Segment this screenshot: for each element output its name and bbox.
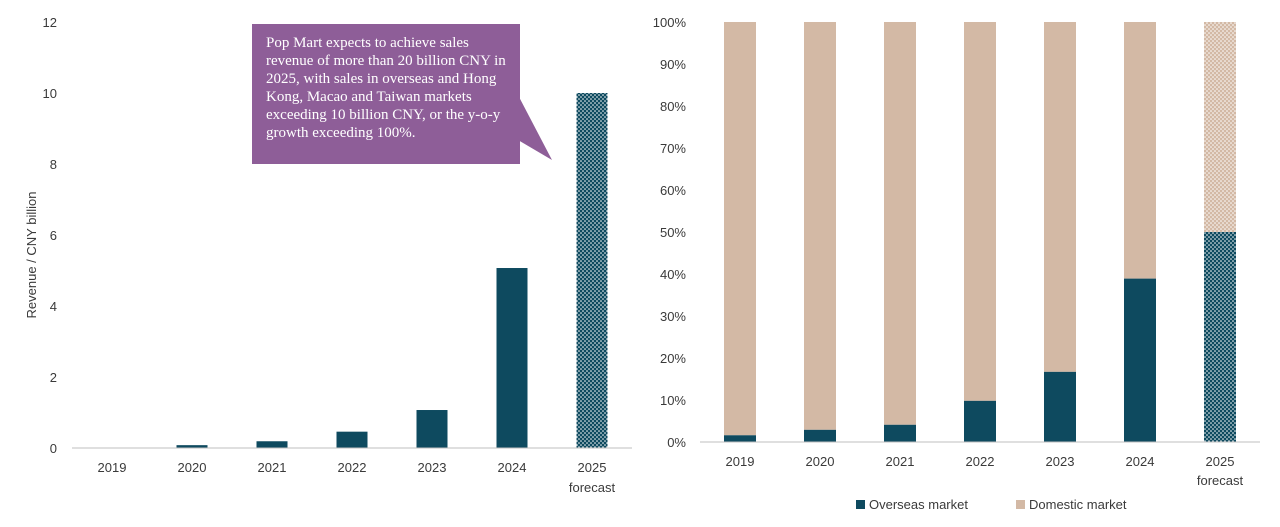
- x-tick-sublabel: forecast: [1197, 473, 1244, 488]
- revenue-bar: [336, 431, 368, 448]
- overseas-bar-segment: [1124, 278, 1156, 442]
- overseas-bar-segment: [804, 429, 836, 442]
- x-tick-label: 2024: [498, 460, 527, 475]
- revenue-bar: [496, 268, 528, 448]
- y-tick-label: 10: [43, 86, 57, 101]
- domestic-bar-segment: [724, 22, 756, 436]
- y-tick-label: 0%: [667, 435, 686, 450]
- y-tick-label: 70%: [660, 141, 686, 156]
- x-tick-label: 2019: [98, 460, 127, 475]
- overseas-bar-segment: [1044, 371, 1076, 442]
- legend-swatch-overseas: [856, 500, 865, 509]
- domestic-bar-segment: [884, 22, 916, 425]
- y-tick-label: 2: [50, 370, 57, 385]
- domestic-bar-segment: [1204, 22, 1236, 232]
- x-tick-label: 2024: [1126, 454, 1155, 469]
- y-tick-label: 100%: [653, 15, 687, 30]
- domestic-bar-segment: [964, 22, 996, 401]
- x-tick-label: 2025: [1206, 454, 1235, 469]
- domestic-bar-segment: [1044, 22, 1076, 372]
- revenue-bar: [176, 445, 208, 448]
- x-tick-label: 2021: [886, 454, 915, 469]
- y-tick-label: 80%: [660, 99, 686, 114]
- y-tick-label: 12: [43, 15, 57, 30]
- x-tick-sublabel: forecast: [569, 480, 616, 495]
- x-tick-label: 2019: [726, 454, 755, 469]
- revenue-chart: 0 2 4 6 8 10 12 Revenue / CNY billion 2019 2020 20…: [24, 15, 632, 495]
- callout-box: Pop Mart expects to achieve sales revenu…: [252, 24, 520, 164]
- domestic-bar-segment: [1124, 22, 1156, 279]
- y-tick-label: 8: [50, 157, 57, 172]
- overseas-bar-segment: [964, 400, 996, 442]
- y-tick-label: 0: [50, 441, 57, 456]
- market-share-chart: 0% 10% 20% 30% 40% 50% 60% 70% 80% 90% 100% 2019 202…: [653, 15, 1260, 512]
- y-tick-label: 4: [50, 299, 57, 314]
- y-tick-label: 90%: [660, 57, 686, 72]
- domestic-bar-segment: [804, 22, 836, 430]
- y-tick-label: 50%: [660, 225, 686, 240]
- revenue-bar: [256, 441, 288, 448]
- callout-pointer: [518, 95, 552, 160]
- y-axis-title: Revenue / CNY billion: [24, 192, 39, 319]
- y-tick-label: 20%: [660, 351, 686, 366]
- y-tick-label: 60%: [660, 183, 686, 198]
- x-tick-label: 2023: [1046, 454, 1075, 469]
- y-tick-label: 10%: [660, 393, 686, 408]
- x-tick-label: 2022: [966, 454, 995, 469]
- x-tick-label: 2025: [578, 460, 607, 475]
- overseas-bar-segment: [1204, 232, 1236, 442]
- y-tick-label: 30%: [660, 309, 686, 324]
- x-tick-label: 2022: [338, 460, 367, 475]
- overseas-bar-segment: [724, 435, 756, 442]
- x-tick-label: 2020: [806, 454, 835, 469]
- overseas-bar-segment: [884, 424, 916, 442]
- callout-text: Pop Mart expects to achieve sales revenu…: [266, 35, 506, 141]
- x-tick-label: 2023: [418, 460, 447, 475]
- revenue-bar: [576, 93, 608, 448]
- legend-label-domestic: Domestic market: [1029, 497, 1127, 512]
- legend-swatch-domestic: [1016, 500, 1025, 509]
- x-tick-label: 2021: [258, 460, 287, 475]
- x-tick-label: 2020: [178, 460, 207, 475]
- revenue-bar: [416, 410, 448, 448]
- y-tick-label: 6: [50, 228, 57, 243]
- y-tick-label: 40%: [660, 267, 686, 282]
- legend-label-overseas: Overseas market: [869, 497, 968, 512]
